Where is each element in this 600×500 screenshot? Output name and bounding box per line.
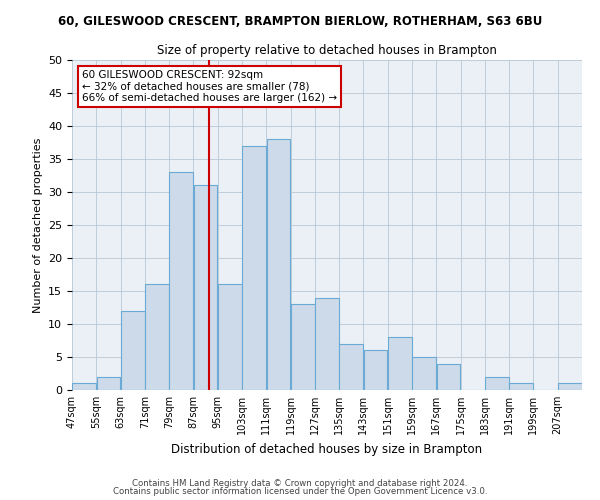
Bar	[340, 344, 363, 390]
Text: 60, GILESWOOD CRESCENT, BRAMPTON BIERLOW, ROTHERHAM, S63 6BU: 60, GILESWOOD CRESCENT, BRAMPTON BIERLOW…	[58, 15, 542, 28]
Bar	[242, 146, 266, 390]
Text: 60 GILESWOOD CRESCENT: 92sqm
← 32% of detached houses are smaller (78)
66% of se: 60 GILESWOOD CRESCENT: 92sqm ← 32% of de…	[82, 70, 337, 103]
Title: Size of property relative to detached houses in Brampton: Size of property relative to detached ho…	[157, 44, 497, 58]
Bar	[437, 364, 460, 390]
Bar	[315, 298, 339, 390]
Text: Contains HM Land Registry data © Crown copyright and database right 2024.: Contains HM Land Registry data © Crown c…	[132, 478, 468, 488]
Y-axis label: Number of detached properties: Number of detached properties	[32, 138, 43, 312]
Bar	[266, 139, 290, 390]
X-axis label: Distribution of detached houses by size in Brampton: Distribution of detached houses by size …	[172, 442, 482, 456]
Bar	[364, 350, 388, 390]
Bar	[145, 284, 169, 390]
Bar	[558, 384, 582, 390]
Text: Contains public sector information licensed under the Open Government Licence v3: Contains public sector information licen…	[113, 487, 487, 496]
Bar	[412, 357, 436, 390]
Bar	[194, 186, 217, 390]
Bar	[291, 304, 314, 390]
Bar	[218, 284, 242, 390]
Bar	[509, 384, 533, 390]
Bar	[121, 311, 145, 390]
Bar	[485, 377, 509, 390]
Bar	[97, 377, 121, 390]
Bar	[169, 172, 193, 390]
Bar	[72, 384, 96, 390]
Bar	[388, 337, 412, 390]
